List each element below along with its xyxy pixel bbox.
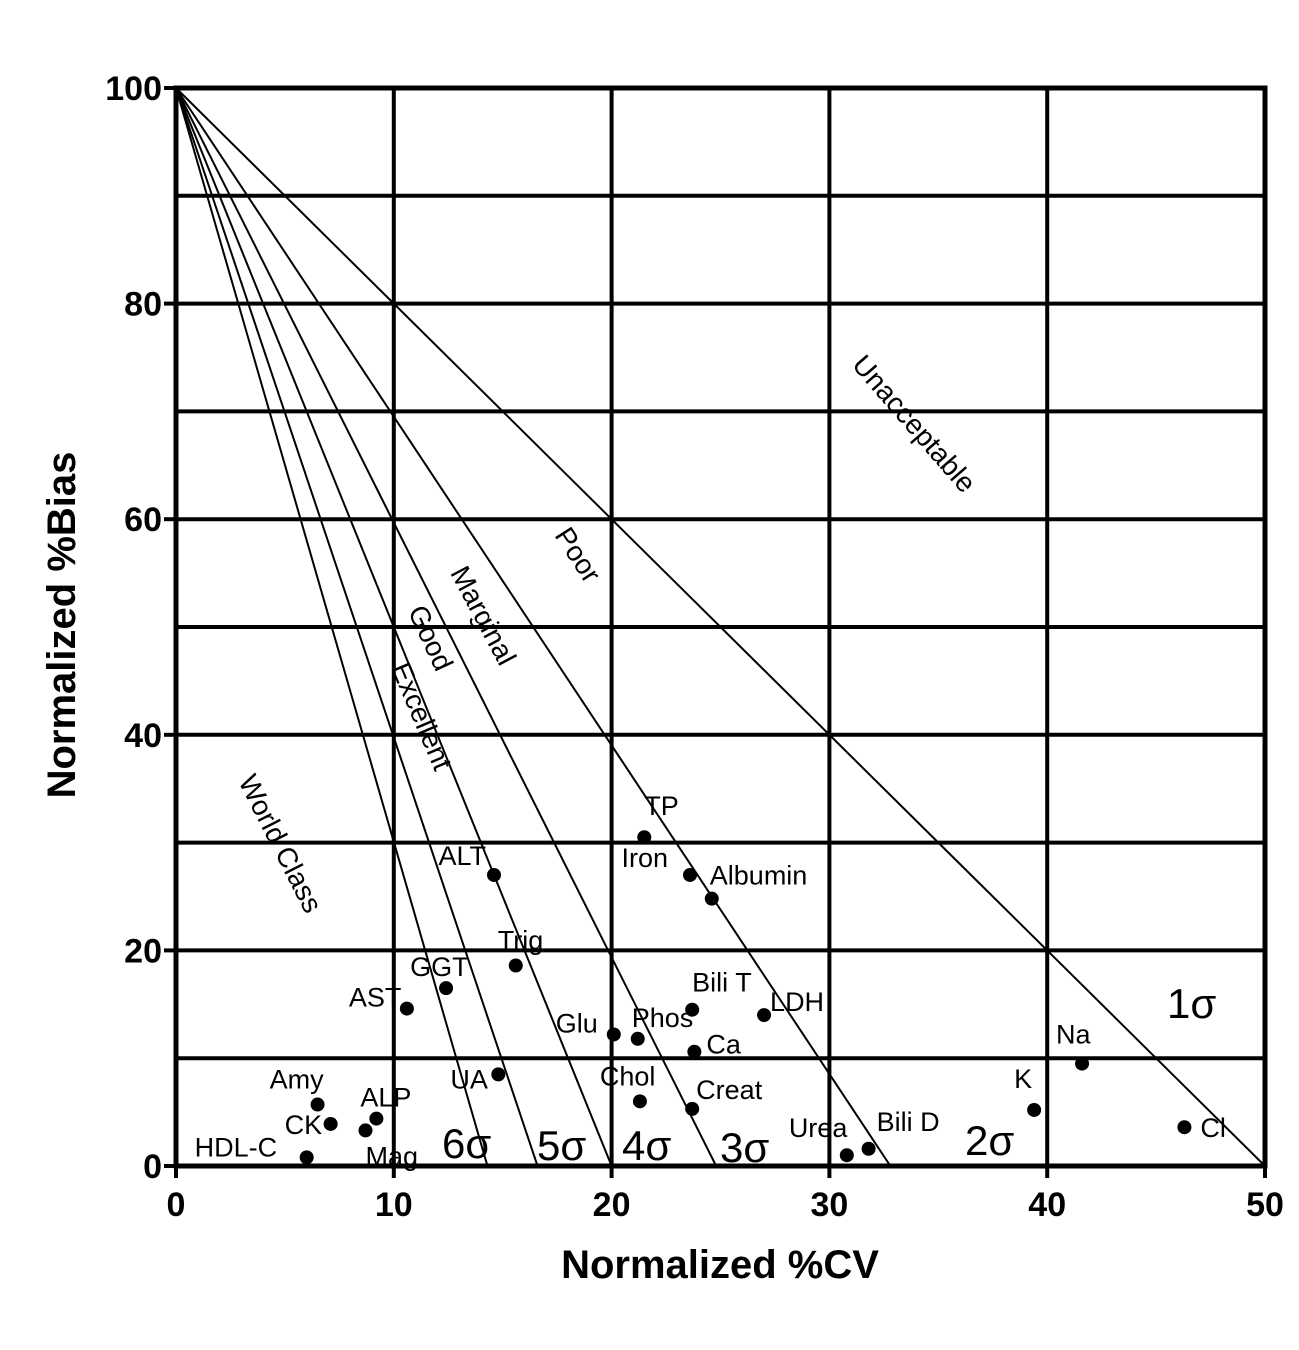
x-tick-label-40: 40 — [1028, 1186, 1066, 1224]
point-label-na: Na — [1056, 1020, 1091, 1050]
point-label-amy: Amy — [270, 1065, 325, 1095]
sigma-line-2 — [175, 87, 892, 1167]
data-point-bili-t — [685, 1002, 700, 1017]
plot-frame — [173, 85, 1268, 1169]
sigma-label-3: 3σ — [720, 1124, 769, 1171]
data-point-amy — [310, 1097, 325, 1112]
data-point-hdl-c — [299, 1150, 314, 1165]
point-label-trig: Trig — [498, 925, 544, 955]
sigma-label-4: 4σ — [622, 1122, 671, 1169]
point-label-albumin: Albumin — [710, 861, 808, 891]
sigma-label-2: 2σ — [965, 1117, 1014, 1164]
data-point-ck — [323, 1116, 338, 1131]
point-label-cl: Cl — [1200, 1113, 1226, 1143]
x-tick-label-30: 30 — [810, 1186, 848, 1224]
data-point-ggt — [439, 981, 454, 996]
point-label-ca: Ca — [706, 1030, 741, 1060]
y-tick-label-40: 40 — [124, 717, 162, 755]
point-label-creat: Creat — [696, 1075, 763, 1105]
data-point-ldh — [757, 1008, 772, 1023]
y-axis-title: Normalized %Bias — [40, 452, 84, 799]
point-label-k: K — [1014, 1064, 1032, 1094]
point-label-urea: Urea — [789, 1113, 849, 1143]
point-label-tp: TP — [644, 791, 679, 821]
point-label-bili-d: Bili D — [877, 1107, 940, 1137]
data-point-urea — [839, 1148, 854, 1163]
data-point-creat — [685, 1101, 700, 1116]
data-points — [299, 830, 1192, 1165]
data-point-na — [1075, 1056, 1090, 1071]
data-point-glu — [606, 1027, 621, 1042]
y-tick-label-100: 100 — [105, 70, 162, 108]
y-tick-label-20: 20 — [124, 932, 162, 970]
point-label-chol: Chol — [600, 1061, 656, 1091]
data-point-mag — [358, 1123, 373, 1138]
y-tick-label-80: 80 — [124, 286, 162, 324]
data-point-chol — [632, 1094, 647, 1109]
zone-label-excellent: Excellent — [385, 658, 458, 775]
plot-border — [173, 85, 1268, 1169]
point-label-mag: Mag — [365, 1141, 418, 1171]
data-point-ca — [687, 1044, 702, 1059]
zone-label-unacceptable: Unacceptable — [846, 349, 982, 499]
point-label-iron: Iron — [621, 843, 668, 873]
sigma-label-1: 1σ — [1167, 980, 1216, 1027]
data-point-tp — [637, 830, 652, 845]
point-label-ua: UA — [450, 1064, 488, 1094]
zone-label-poor: Poor — [549, 522, 607, 588]
data-point-cl — [1177, 1120, 1192, 1135]
point-label-ast: AST — [349, 983, 402, 1013]
y-tick-label-0: 0 — [143, 1148, 162, 1186]
sigma-line-3 — [175, 87, 718, 1167]
data-point-k — [1027, 1102, 1042, 1117]
sigma-lines — [175, 87, 1266, 1167]
point-label-alt: ALT — [438, 841, 486, 871]
data-point-ast — [399, 1001, 414, 1016]
data-point-alt — [486, 867, 501, 882]
point-labels: TP Iron Albumin ALT Trig GGT AST Bili T LDH Glu Ph… — [195, 791, 1226, 1171]
point-label-ck: CK — [285, 1110, 323, 1140]
sigma-line-6 — [175, 87, 489, 1167]
point-label-ldh: LDH — [770, 987, 824, 1017]
point-label-hdl-c: HDL-C — [195, 1132, 278, 1162]
data-point-ua — [491, 1067, 506, 1082]
data-point-iron — [683, 867, 698, 882]
sigma-label-5: 5σ — [537, 1122, 586, 1169]
y-tick-label-60: 60 — [124, 501, 162, 539]
x-tick-label-50: 50 — [1246, 1186, 1284, 1224]
point-label-phos: Phos — [632, 1003, 694, 1033]
sigma-line-5 — [175, 87, 539, 1167]
sigma-label-6: 6σ — [442, 1120, 491, 1167]
data-point-trig — [508, 958, 523, 973]
zone-labels: UnacceptablePoorMarginalGoodExcellentWor… — [233, 349, 983, 918]
x-axis-title: Normalized %CV — [561, 1243, 879, 1287]
sigma-line-1 — [175, 87, 1266, 1167]
sigma-line-4 — [175, 87, 613, 1167]
x-tick-label-20: 20 — [593, 1186, 631, 1224]
point-label-bili-t: Bili T — [692, 968, 752, 998]
point-label-ggt: GGT — [410, 952, 469, 982]
data-point-alp — [369, 1111, 384, 1126]
x-tick-label-0: 0 — [167, 1186, 186, 1224]
x-tick-label-10: 10 — [375, 1186, 413, 1224]
sigma-labels: 1σ 2σ 3σ 4σ 5σ 6σ — [442, 980, 1216, 1171]
data-point-phos — [630, 1031, 645, 1046]
data-point-albumin — [704, 891, 719, 906]
point-label-alp: ALP — [360, 1083, 411, 1113]
data-point-bili-d — [861, 1141, 876, 1156]
point-label-glu: Glu — [556, 1008, 598, 1038]
tick-labels: 0 10 20 30 40 50 0 20 40 60 80 100 — [105, 70, 1284, 1224]
